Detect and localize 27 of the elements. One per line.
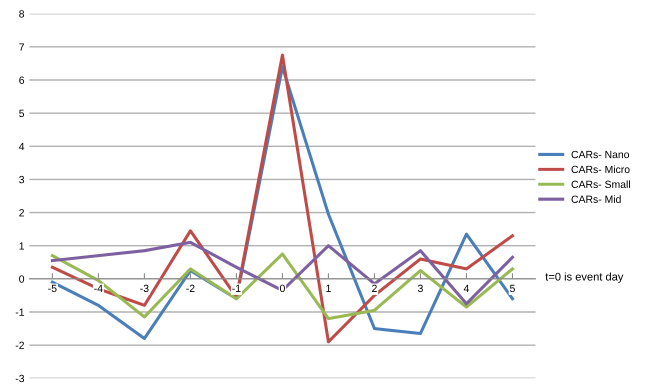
- legend-label: CARs- Nano: [572, 150, 630, 158]
- y-tick-label: 3: [19, 176, 24, 184]
- y-tick-label: 6: [19, 76, 24, 84]
- x-tick-label: -4: [94, 284, 103, 292]
- x-tick-label: 3: [418, 284, 423, 292]
- x-tick-label: 2: [372, 284, 377, 292]
- x-tick-label: -1: [232, 284, 241, 292]
- y-tick-label: 8: [19, 10, 24, 18]
- y-tick-label: -3: [16, 374, 24, 382]
- y-tick-label: 4: [18, 142, 24, 150]
- y-tick-label: -1: [16, 308, 24, 316]
- y-tick-label: 1: [20, 242, 24, 250]
- y-tick-label: 2: [19, 209, 24, 216]
- x-tick-label: -2: [186, 284, 195, 292]
- text: t=0 is event day: [545, 272, 624, 283]
- y-tick-label: -2: [16, 342, 24, 349]
- legend-label: CARs- Small: [572, 180, 630, 188]
- y-tick-label: 5: [19, 110, 24, 118]
- x-tick-label: 5: [510, 284, 515, 292]
- y-tick-label: 0: [19, 275, 24, 283]
- legend-label: CARs- Micro: [572, 165, 630, 174]
- x-tick-label: 1: [326, 284, 331, 292]
- x-tick-label: 4: [464, 284, 470, 292]
- y-tick-label: 7: [19, 43, 24, 51]
- x-tick-label: -5: [48, 284, 57, 292]
- legend-label: CARs- Mid: [572, 195, 621, 203]
- x-tick-label: -3: [140, 284, 149, 292]
